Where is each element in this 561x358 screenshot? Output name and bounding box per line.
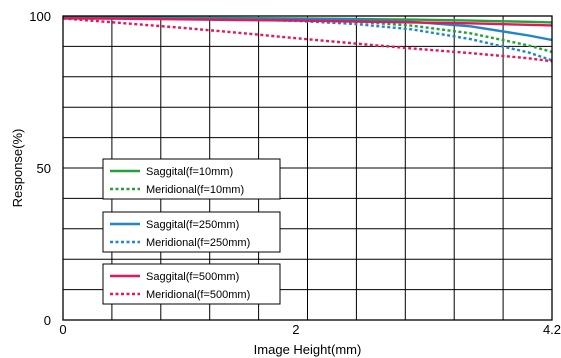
- legend-label: Saggital(f=250mm): [146, 219, 239, 231]
- legend-label: Saggital(f=10mm): [146, 166, 233, 178]
- legend-label: Meridional(f=10mm): [146, 184, 244, 196]
- x-axis-title: Image Height(mm): [254, 342, 362, 357]
- tick-labels: 0 2 4.2 0 50 100: [29, 9, 561, 337]
- x-tick-label: 2: [292, 322, 299, 337]
- legend-label: Meridional(f=500mm): [146, 289, 250, 301]
- legend-box: [102, 158, 281, 200]
- legend-label: Meridional(f=250mm): [146, 237, 250, 249]
- y-tick-label: 100: [29, 9, 51, 24]
- series-lines: [62, 16, 553, 63]
- series-line-5: [62, 17, 553, 27]
- plot-frame: [62, 15, 553, 321]
- legend-box: [102, 263, 281, 305]
- legend-label: Saggital(f=500mm): [146, 271, 239, 283]
- legend: Saggital(f=10mm) Meridional(f=10mm) Saggit…: [102, 158, 281, 305]
- y-axis-title: Response(%): [10, 129, 25, 208]
- y-tick-label: 50: [37, 161, 51, 176]
- y-tick-label: 0: [44, 313, 51, 328]
- grid: [63, 16, 552, 320]
- x-tick-label: 4.2: [543, 322, 561, 337]
- x-tick-label: 0: [59, 322, 66, 337]
- legend-box: [102, 211, 281, 253]
